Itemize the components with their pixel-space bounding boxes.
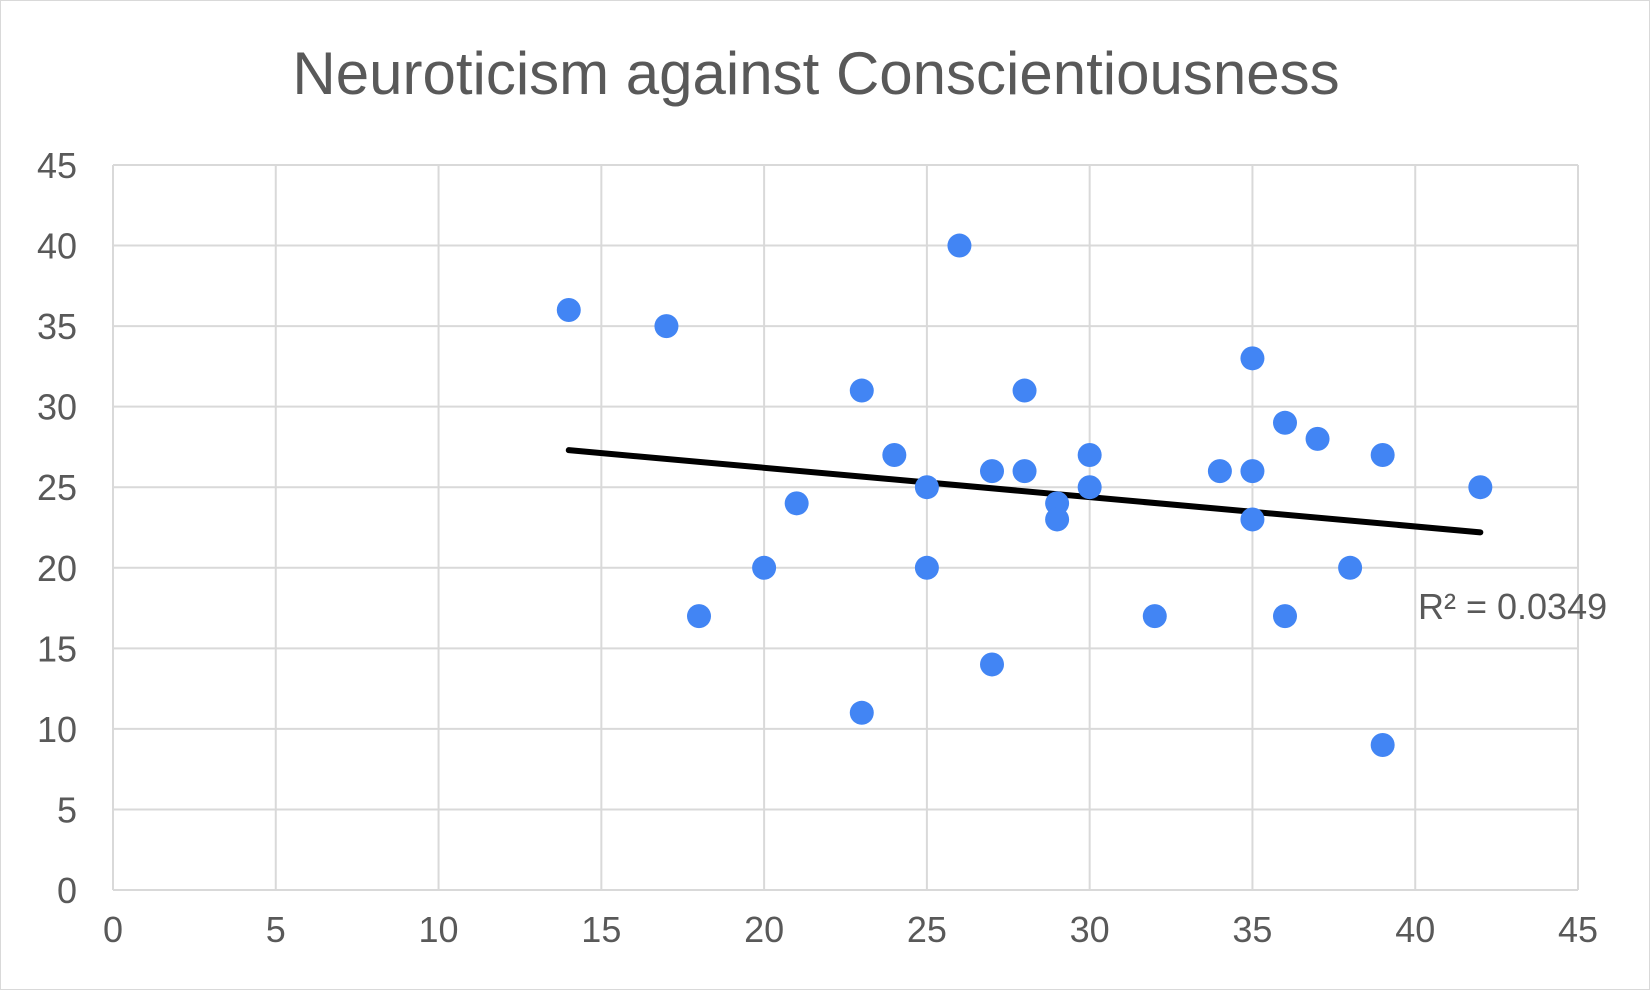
data-point — [947, 233, 972, 258]
y-tick-label: 35 — [37, 306, 77, 347]
data-point — [1012, 378, 1037, 403]
axes — [112, 165, 1578, 891]
data-point — [980, 652, 1004, 677]
x-tick-label: 15 — [581, 909, 621, 950]
x-tick-label: 20 — [744, 909, 784, 950]
y-tick-labels: 0 5 10 15 20 25 30 35 40 45 — [37, 145, 77, 911]
y-tick-label: 45 — [37, 145, 77, 186]
data-point — [849, 378, 874, 403]
data-point — [556, 298, 581, 322]
data-point — [1370, 443, 1395, 467]
data-point — [687, 604, 711, 629]
data-point — [1142, 604, 1167, 629]
y-tick-label: 40 — [37, 226, 77, 267]
trendline — [565, 447, 1484, 536]
x-tick-label: 45 — [1558, 909, 1598, 950]
data-point — [1240, 507, 1265, 532]
y-tick-label: 25 — [37, 467, 77, 508]
data-point — [1077, 475, 1102, 500]
data-point — [1305, 426, 1330, 451]
data-point — [1338, 555, 1363, 580]
data-point — [882, 443, 907, 467]
data-point — [1012, 459, 1037, 484]
x-tick-label: 5 — [266, 909, 286, 950]
y-tick-label: 20 — [37, 548, 77, 589]
data-point — [1273, 410, 1297, 435]
y-tick-label: 30 — [37, 387, 77, 428]
data-point — [1273, 604, 1297, 629]
trendline-layer — [565, 447, 1484, 536]
x-tick-label: 10 — [419, 909, 459, 950]
x-tick-labels: 0 5 10 15 20 25 30 35 40 45 — [103, 909, 1598, 950]
y-tick-label: 0 — [57, 870, 77, 911]
data-point — [980, 459, 1004, 484]
r-squared-annotation: R² = 0.0349 — [1418, 586, 1607, 627]
data-point — [784, 491, 809, 516]
grid-lines — [113, 164, 1579, 890]
data-point — [1077, 443, 1102, 467]
data-point — [654, 314, 679, 339]
data-point — [914, 555, 939, 580]
data-point — [914, 475, 939, 500]
data-points — [556, 233, 1493, 757]
data-point — [1240, 346, 1265, 371]
y-tick-label: 5 — [57, 789, 77, 830]
chart-title: Neuroticism against Conscientiousness — [292, 40, 1340, 107]
data-point — [1468, 475, 1493, 500]
data-point — [1370, 733, 1395, 757]
data-point — [1207, 459, 1232, 484]
data-point — [1240, 459, 1265, 484]
x-tick-label: 25 — [907, 909, 947, 950]
x-tick-label: 40 — [1395, 909, 1435, 950]
y-tick-label: 10 — [37, 709, 77, 750]
x-tick-label: 35 — [1232, 909, 1272, 950]
y-tick-label: 15 — [37, 628, 77, 669]
x-tick-label: 30 — [1070, 909, 1110, 950]
data-point — [849, 700, 874, 725]
data-point — [1045, 507, 1070, 532]
data-point — [752, 555, 777, 580]
x-tick-label: 0 — [103, 909, 123, 950]
